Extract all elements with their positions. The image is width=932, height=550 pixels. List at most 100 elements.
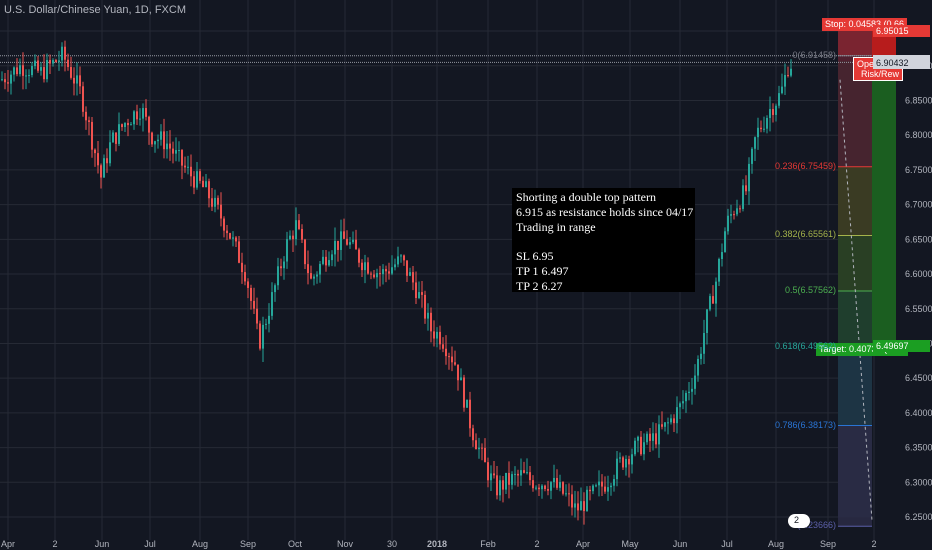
candle-body xyxy=(424,294,426,319)
candle-body xyxy=(103,158,105,178)
candle-body xyxy=(604,486,606,492)
candle-body xyxy=(148,116,150,133)
candle-body xyxy=(244,272,246,282)
y-tick-label: 6.85000 xyxy=(905,96,932,106)
candle-body xyxy=(70,67,72,78)
candle-body xyxy=(181,150,183,166)
candle-body xyxy=(598,481,600,486)
candle-body xyxy=(784,75,786,87)
candle-body xyxy=(115,132,117,144)
price-badge: 6.90432 xyxy=(873,56,930,69)
chart-title: U.S. Dollar/Chinese Yuan, 1D, FXCM xyxy=(4,4,186,16)
candle-body xyxy=(397,256,399,265)
candle-body xyxy=(502,480,504,490)
candle-body xyxy=(43,67,45,80)
candle-body xyxy=(40,67,42,71)
x-tick-label: Sep xyxy=(820,539,836,549)
candle-body xyxy=(76,75,78,84)
candle-body xyxy=(259,323,261,349)
flag-icon[interactable]: 2 xyxy=(788,514,810,528)
candle-body xyxy=(295,220,297,240)
candle-body xyxy=(550,482,552,491)
y-tick-label: 6.60000 xyxy=(905,269,932,279)
candle-body xyxy=(361,262,363,271)
candle-body xyxy=(688,391,690,393)
candle-body xyxy=(172,148,174,154)
candle-body xyxy=(238,241,240,263)
candle-body xyxy=(85,111,87,121)
candle-body xyxy=(97,153,99,166)
candle-body xyxy=(139,118,141,120)
candle-body xyxy=(136,111,138,120)
x-tick-label: Apr xyxy=(1,539,15,549)
candle-body xyxy=(652,433,654,441)
candle-body xyxy=(532,480,534,489)
candle-body xyxy=(151,132,153,145)
fib-label: 0(6.91458) xyxy=(792,49,836,60)
candle-body xyxy=(628,458,630,465)
candle-body xyxy=(271,292,273,316)
candle-body xyxy=(55,60,57,62)
candle-body xyxy=(13,67,15,75)
fib-label: 0.236(6.75459) xyxy=(774,160,836,171)
candle-body xyxy=(565,493,567,495)
candle-body xyxy=(4,79,6,83)
candle-body xyxy=(478,447,480,450)
candle-body xyxy=(88,120,90,122)
candle-body xyxy=(754,137,756,149)
candle-body xyxy=(583,501,585,512)
candle-body xyxy=(667,422,669,424)
candle-body xyxy=(613,479,615,486)
candle-body xyxy=(556,477,558,488)
candle-body xyxy=(166,143,168,150)
candle-body xyxy=(499,480,501,496)
fib-band xyxy=(838,425,872,527)
candle-body xyxy=(481,447,483,449)
candle-body xyxy=(514,473,516,475)
candle-body xyxy=(679,403,681,408)
projection-dashed-line xyxy=(839,79,873,521)
candle-body xyxy=(133,111,135,125)
candle-body xyxy=(1,79,3,81)
candle-body xyxy=(637,436,639,441)
candle-body xyxy=(163,131,165,150)
candle-body xyxy=(109,142,111,164)
candle-body xyxy=(589,489,591,492)
candle-body xyxy=(211,198,213,207)
candle-body xyxy=(121,124,123,128)
candle-body xyxy=(16,67,18,75)
candle-body xyxy=(787,75,789,77)
candle-body xyxy=(766,117,768,129)
candle-body xyxy=(700,353,702,359)
candle-body xyxy=(646,433,648,443)
candle-body xyxy=(685,392,687,402)
y-tick-label: 6.35000 xyxy=(905,443,932,453)
candle-body xyxy=(523,470,525,473)
candle-body xyxy=(742,185,744,209)
candle-body xyxy=(67,59,69,68)
annotation-note[interactable]: Shorting a double top pattern 6.915 as r… xyxy=(512,188,695,293)
position-box xyxy=(838,31,896,527)
candle-body xyxy=(625,458,627,468)
candle-body xyxy=(202,180,204,188)
candle-body xyxy=(352,239,354,243)
candle-body xyxy=(247,281,249,288)
candle-body xyxy=(184,165,186,168)
candle-body xyxy=(538,487,540,490)
candle-body xyxy=(157,139,159,142)
candle-body xyxy=(253,300,255,309)
candle-body xyxy=(709,296,711,310)
candle-body xyxy=(703,332,705,354)
candle-body xyxy=(433,331,435,339)
candle-body xyxy=(505,472,507,490)
candle-body xyxy=(463,377,465,408)
candle-body xyxy=(712,296,714,304)
candle-body xyxy=(61,46,63,61)
x-tick-label: Apr xyxy=(576,539,590,549)
candle-body xyxy=(268,315,270,324)
candle-body xyxy=(448,356,450,358)
candles xyxy=(1,40,792,525)
y-tick-label: 6.55000 xyxy=(905,304,932,314)
x-tick-label: Jul xyxy=(721,539,733,549)
candle-body xyxy=(199,171,201,181)
